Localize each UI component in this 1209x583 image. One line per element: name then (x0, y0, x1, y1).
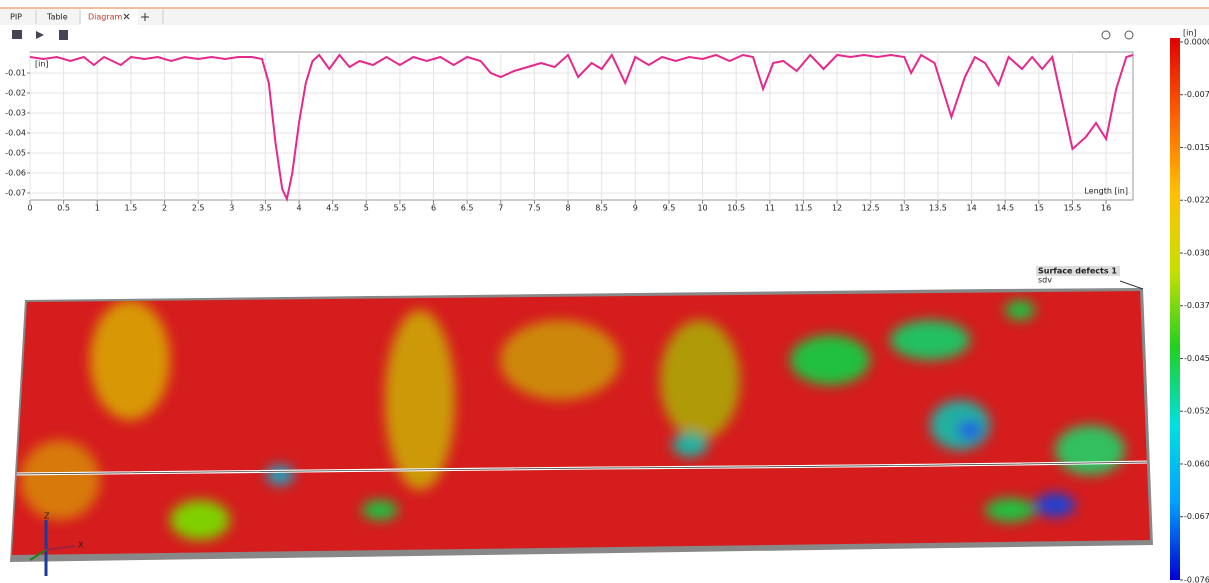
colorbar-title: [in] (1183, 29, 1197, 38)
x-tick-label: 9 (633, 204, 638, 213)
y-tick-label: -0.02 (5, 89, 26, 98)
x-tick-label: 2 (162, 204, 167, 213)
x-axis-label: Length [in] (1084, 187, 1128, 196)
colorbar-tick-label: -0.0150 (1184, 143, 1209, 152)
overlay-subtitle: sdv (1038, 276, 1052, 285)
x-tick-label: 6 (431, 204, 436, 213)
x-tick-label: 15.5 (1064, 204, 1082, 213)
colorbar-tick-label: -0.0300 (1184, 248, 1209, 257)
colorbar-tick-label: -0.0225 (1184, 196, 1209, 205)
x-tick-label: 11.5 (795, 204, 813, 213)
colorbar-tick-label: -0.0765 (1184, 576, 1209, 583)
x-tick-label: 3 (229, 204, 234, 213)
y-tick-label: -0.07 (5, 189, 26, 198)
y-axis-label: [in] (35, 60, 49, 69)
x-tick-label: 8.5 (595, 204, 608, 213)
colorbar (1170, 38, 1180, 580)
colorbar-tick-label: -0.0600 (1184, 459, 1209, 468)
tab-active[interactable]: Diagram (88, 13, 123, 22)
colorbar-tick-label: 0.0000 (1184, 38, 1209, 47)
tab[interactable]: PIP (10, 13, 22, 22)
colorbar-tick-label: -0.0675 (1184, 512, 1209, 521)
x-tick-label: 9.5 (663, 204, 676, 213)
y-tick-label: -0.01 (5, 69, 26, 78)
tool-icon[interactable] (36, 31, 44, 39)
x-tick-label: 7 (498, 204, 503, 213)
x-tick-label: 6.5 (461, 204, 474, 213)
axis-label: X (78, 541, 84, 550)
x-tick-label: 5.5 (394, 204, 407, 213)
x-tick-label: 13 (899, 204, 909, 213)
x-tick-label: 12 (832, 204, 842, 213)
x-tick-label: 3.5 (259, 204, 272, 213)
surface-3d (0, 280, 1160, 570)
x-tick-label: 13.5 (929, 204, 947, 213)
colorbar-tick-label: -0.0075 (1184, 90, 1209, 99)
x-tick-label: 1.5 (125, 204, 138, 213)
viewport: PIP Table Diagram (0, 0, 1209, 583)
tool-icon[interactable] (12, 30, 22, 39)
x-tick-label: 11 (765, 204, 775, 213)
x-tick-label: 8 (566, 204, 571, 213)
overlay-leader (1120, 281, 1143, 289)
x-tick-label: 14 (966, 204, 976, 213)
x-tick-label: 4 (296, 204, 301, 213)
axis-label: Z (44, 512, 50, 521)
y-tick-label: -0.06 (5, 169, 26, 178)
x-tick-label: 15 (1034, 204, 1044, 213)
overlay-title: Surface defects 1 (1038, 267, 1117, 276)
app-window: PIP Table Diagram (0, 0, 1209, 583)
x-tick-label: 5 (364, 204, 369, 213)
view-button[interactable] (1125, 31, 1133, 39)
y-tick-label: -0.05 (5, 149, 26, 158)
x-tick-label: 1 (95, 204, 100, 213)
y-tick-label: -0.03 (5, 109, 26, 118)
x-tick-label: 2.5 (192, 204, 205, 213)
x-tick-label: 7.5 (528, 204, 541, 213)
x-tick-label: 14.5 (996, 204, 1014, 213)
x-tick-label: 0.5 (57, 204, 70, 213)
tab-bar (0, 9, 1209, 25)
x-tick-label: 0 (27, 204, 32, 213)
x-tick-label: 10.5 (727, 204, 745, 213)
x-tick-label: 12.5 (862, 204, 880, 213)
tab[interactable]: Table (46, 13, 68, 22)
y-tick-label: -0.04 (5, 129, 26, 138)
tool-icon[interactable] (59, 30, 68, 40)
x-tick-label: 4.5 (326, 204, 339, 213)
colorbar-tick-label: -0.0375 (1184, 301, 1209, 310)
x-tick-label: 16 (1101, 204, 1111, 213)
colorbar-tick-label: -0.0525 (1184, 407, 1209, 416)
colorbar-tick-label: -0.0450 (1184, 354, 1209, 363)
x-tick-label: 10 (697, 204, 707, 213)
view-button[interactable] (1102, 31, 1110, 39)
